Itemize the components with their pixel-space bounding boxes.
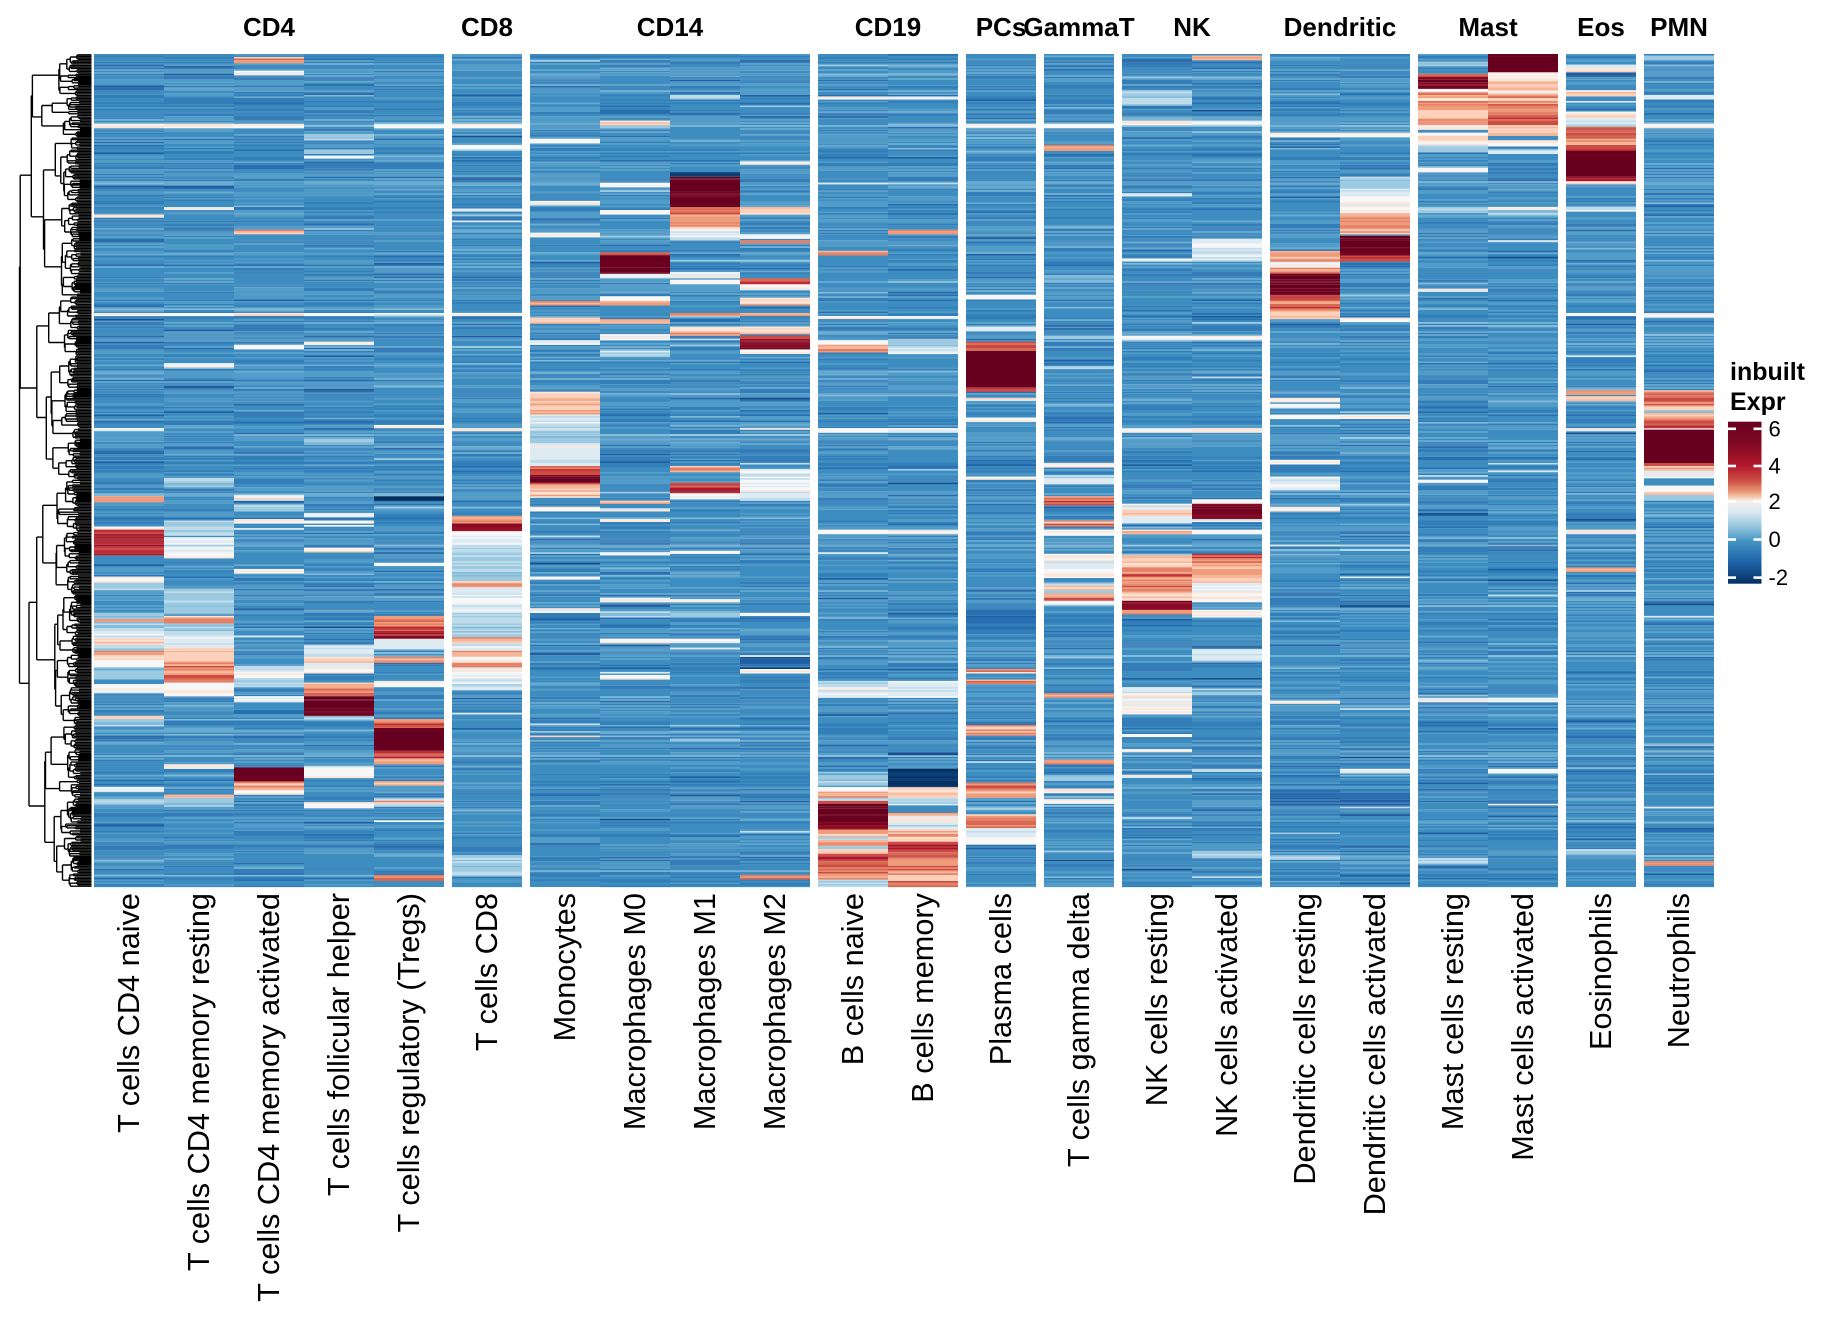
svg-text:Eosinophils: Eosinophils (1583, 893, 1618, 1050)
svg-text:Mast cells resting: Mast cells resting (1435, 893, 1470, 1130)
svg-text:T cells CD4 memory resting: T cells CD4 memory resting (181, 893, 216, 1271)
svg-text:T cells follicular helper: T cells follicular helper (321, 893, 356, 1196)
svg-text:T cells CD4 naive: T cells CD4 naive (111, 893, 146, 1133)
svg-text:CD19: CD19 (855, 12, 921, 42)
svg-text:-2: -2 (1769, 565, 1789, 590)
svg-text:Dendritic: Dendritic (1284, 12, 1397, 42)
svg-text:0: 0 (1769, 527, 1781, 552)
svg-text:CD14: CD14 (637, 12, 704, 42)
svg-text:Plasma cells: Plasma cells (983, 893, 1018, 1065)
svg-text:Dendritic cells activated: Dendritic cells activated (1357, 893, 1392, 1215)
svg-text:4: 4 (1769, 454, 1781, 479)
svg-text:GammaT: GammaT (1023, 12, 1134, 42)
svg-text:T cells CD4 memory activated: T cells CD4 memory activated (251, 893, 286, 1302)
svg-text:Dendritic cells resting: Dendritic cells resting (1287, 893, 1322, 1185)
svg-text:6: 6 (1769, 416, 1781, 441)
svg-text:B cells naive: B cells naive (835, 893, 870, 1065)
svg-text:CD8: CD8 (461, 12, 513, 42)
svg-text:Expr: Expr (1730, 388, 1786, 416)
svg-text:PMN: PMN (1650, 12, 1708, 42)
svg-text:Macrophages M0: Macrophages M0 (617, 893, 652, 1130)
svg-text:2: 2 (1769, 489, 1781, 514)
svg-text:NK cells activated: NK cells activated (1209, 893, 1244, 1137)
svg-text:Macrophages M1: Macrophages M1 (687, 893, 722, 1130)
svg-text:PCs: PCs (976, 12, 1027, 42)
svg-text:T cells regulatory (Tregs): T cells regulatory (Tregs) (391, 893, 426, 1232)
svg-text:Mast cells activated: Mast cells activated (1505, 893, 1540, 1161)
svg-text:Macrophages M2: Macrophages M2 (757, 893, 792, 1130)
svg-text:CD4: CD4 (243, 12, 296, 42)
svg-text:inbuilt: inbuilt (1730, 358, 1806, 386)
svg-text:Monocytes: Monocytes (547, 893, 582, 1041)
svg-text:NK cells resting: NK cells resting (1139, 893, 1174, 1106)
svg-text:Eos: Eos (1577, 12, 1625, 42)
svg-text:Neutrophils: Neutrophils (1661, 893, 1696, 1048)
svg-text:T cells gamma delta: T cells gamma delta (1061, 892, 1096, 1167)
svg-text:B cells memory: B cells memory (905, 892, 940, 1102)
svg-text:NK: NK (1173, 12, 1211, 42)
svg-text:T cells CD8: T cells CD8 (469, 893, 504, 1051)
svg-text:Mast: Mast (1458, 12, 1518, 42)
